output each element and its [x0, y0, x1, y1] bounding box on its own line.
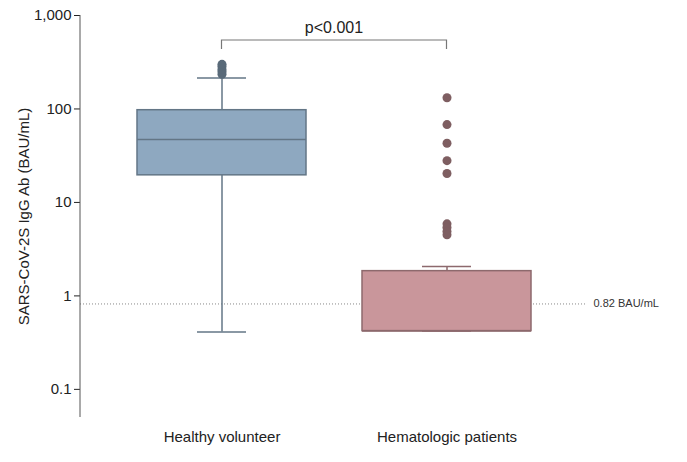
svg-text:SARS-CoV-2S IgG Ab (BAU/mL): SARS-CoV-2S IgG Ab (BAU/mL)	[15, 108, 32, 326]
svg-text:0.1: 0.1	[51, 380, 72, 397]
svg-text:1,000: 1,000	[34, 6, 72, 23]
svg-text:0.82 BAU/mL: 0.82 BAU/mL	[594, 297, 659, 309]
svg-text:p<0.001: p<0.001	[305, 19, 363, 36]
svg-text:100: 100	[46, 100, 71, 117]
svg-text:10: 10	[55, 193, 72, 210]
svg-text:Hematologic patients: Hematologic patients	[377, 428, 517, 445]
svg-text:Healthy volunteer: Healthy volunteer	[164, 428, 281, 445]
svg-text:1: 1	[63, 287, 71, 304]
